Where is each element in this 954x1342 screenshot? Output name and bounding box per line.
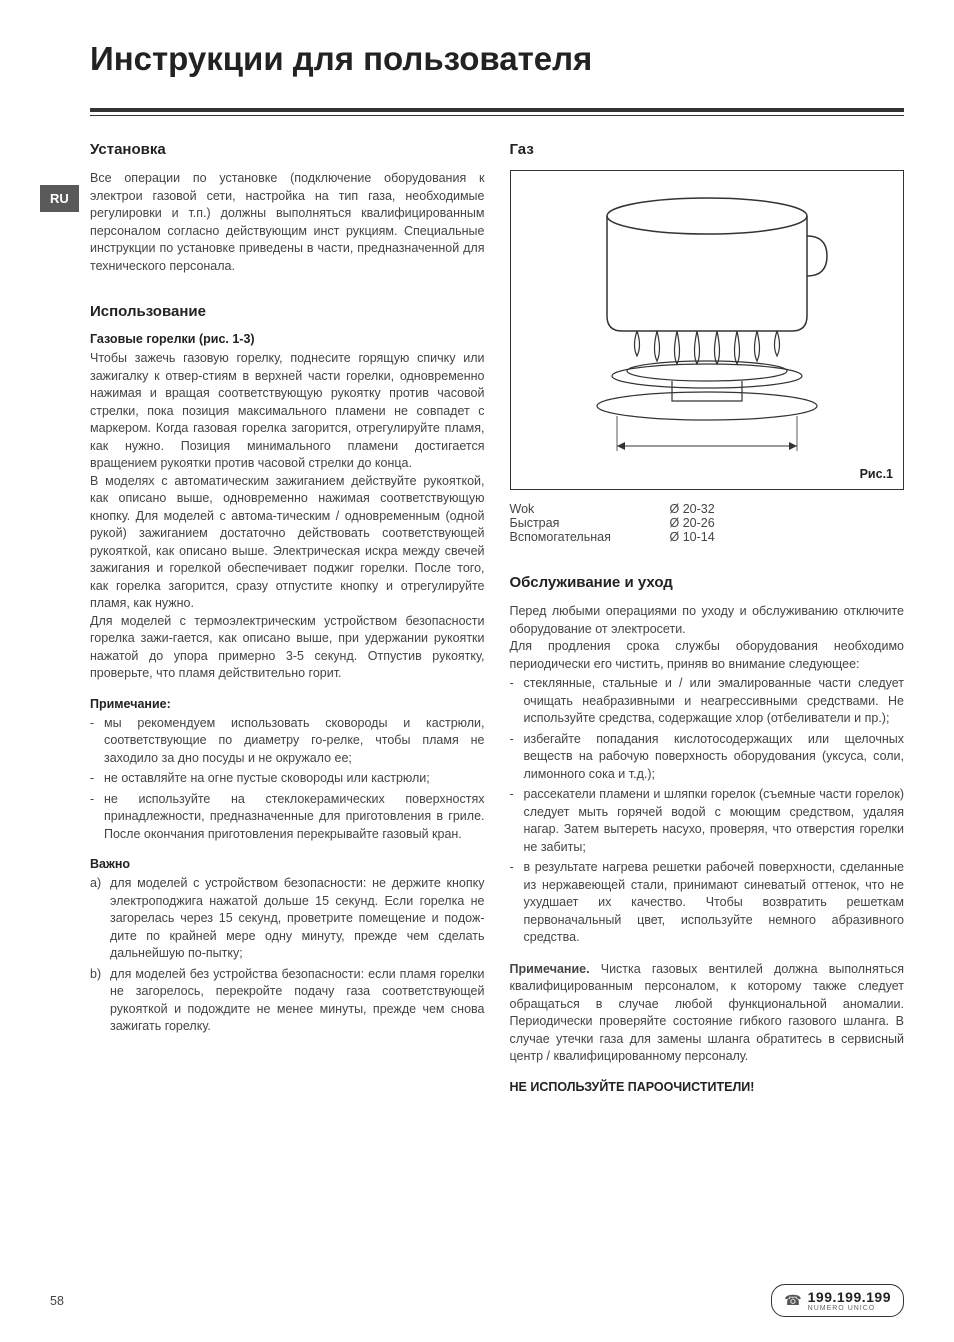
note-heading: Примечание:: [90, 697, 485, 711]
table-row: Быстрая Ø 20-26: [510, 516, 905, 530]
spec-value: Ø 10-14: [670, 530, 750, 544]
list-text: не используйте на стеклокерамических пов…: [104, 791, 485, 844]
spec-value: Ø 20-32: [670, 502, 750, 516]
spec-label: Вспомогательная: [510, 530, 670, 544]
spec-label: Wok: [510, 502, 670, 516]
list-marker: a): [90, 875, 110, 963]
usage-p2: В моделях с автоматическим зажиганием де…: [90, 473, 485, 613]
list-item: - избегайте попадания кислотосодержащих …: [510, 731, 905, 784]
list-text: в результате нагрева решетки рабочей пов…: [524, 859, 905, 947]
burner-spec-table: Wok Ø 20-32 Быстрая Ø 20-26 Вспомогатель…: [510, 502, 905, 544]
steam-cleaner-warning: НЕ ИСПОЛЬЗУЙТЕ ПАРООЧИСТИТЕЛИ!: [510, 1080, 905, 1094]
phone-number: 199.199.199: [808, 1289, 891, 1305]
list-text: мы рекомендуем использовать сковороды и …: [104, 715, 485, 768]
list-item: - мы рекомендуем использовать сковороды …: [90, 715, 485, 768]
bullet-marker: -: [510, 675, 524, 728]
installation-text: Все операции по установке (подключение о…: [90, 170, 485, 275]
bullet-marker: -: [510, 731, 524, 784]
important-heading: Важно: [90, 857, 485, 871]
list-text: рассекатели пламени и шляпки горелок (съ…: [524, 786, 905, 856]
figure-1-box: Рис.1: [510, 170, 905, 490]
language-badge: RU: [40, 185, 79, 212]
list-item: b) для моделей без устройства безопаснос…: [90, 966, 485, 1036]
list-text: для моделей с устройством безопасности: …: [110, 875, 485, 963]
page-footer: 58 ☎ 199.199.199 NUMERO UNICO: [50, 1284, 904, 1317]
figure-label: Рис.1: [860, 467, 893, 481]
maintenance-heading: Обслуживание и уход: [510, 574, 905, 591]
list-text: не оставляйте на огне пустые сковороды и…: [104, 770, 485, 788]
list-text: избегайте попадания кислотосодержащих ил…: [524, 731, 905, 784]
maintenance-list: - стеклянные, стальные и / или эмалирова…: [510, 675, 905, 947]
title-rule-thin: [90, 115, 904, 116]
support-phone-box: ☎ 199.199.199 NUMERO UNICO: [771, 1284, 904, 1317]
list-marker: b): [90, 966, 110, 1036]
note-label: Примечание.: [510, 962, 590, 976]
usage-heading: Использование: [90, 303, 485, 320]
list-item: - не используйте на стеклокерамических п…: [90, 791, 485, 844]
note-text: Чистка газовых вентилей должна выполнять…: [510, 962, 905, 1064]
list-item: - не оставляйте на огне пустые сковороды…: [90, 770, 485, 788]
bullet-marker: -: [510, 859, 524, 947]
bullet-marker: -: [90, 791, 104, 844]
burner-diagram: [577, 186, 837, 476]
list-item: - стеклянные, стальные и / или эмалирова…: [510, 675, 905, 728]
table-row: Wok Ø 20-32: [510, 502, 905, 516]
page-title: Инструкции для пользователя: [90, 40, 904, 78]
right-column: Газ: [510, 141, 905, 1094]
list-text: стеклянные, стальные и / или эмалированн…: [524, 675, 905, 728]
usage-p3: Для моделей с термоэлектрическим устройс…: [90, 613, 485, 683]
bullet-marker: -: [90, 770, 104, 788]
spec-label: Быстрая: [510, 516, 670, 530]
bullet-marker: -: [510, 786, 524, 856]
phone-subtitle: NUMERO UNICO: [808, 1305, 891, 1312]
important-list: a) для моделей с устройством безопасност…: [90, 875, 485, 1036]
maintenance-p1: Перед любыми операциями по уходу и обслу…: [510, 603, 905, 638]
list-item: - рассекатели пламени и шляпки горелок (…: [510, 786, 905, 856]
left-column: Установка Все операции по установке (под…: [90, 141, 485, 1094]
gas-heading: Газ: [510, 141, 905, 158]
list-text: для моделей без устройства безопасности:…: [110, 966, 485, 1036]
installation-heading: Установка: [90, 141, 485, 158]
note-list: - мы рекомендуем использовать сковороды …: [90, 715, 485, 844]
table-row: Вспомогательная Ø 10-14: [510, 530, 905, 544]
phone-icon: ☎: [784, 1292, 801, 1309]
title-rule-thick: [90, 108, 904, 112]
maintenance-p2: Для продления срока службы оборудования …: [510, 638, 905, 673]
spec-value: Ø 20-26: [670, 516, 750, 530]
bullet-marker: -: [90, 715, 104, 768]
list-item: a) для моделей с устройством безопасност…: [90, 875, 485, 963]
usage-p1: Чтобы зажечь газовую горелку, поднесите …: [90, 350, 485, 473]
page-number: 58: [50, 1294, 64, 1308]
maintenance-note: Примечание. Чистка газовых вентилей долж…: [510, 961, 905, 1066]
list-item: - в результате нагрева решетки рабочей п…: [510, 859, 905, 947]
burners-subheading: Газовые горелки (рис. 1-3): [90, 332, 485, 346]
content-columns: Установка Все операции по установке (под…: [90, 141, 904, 1094]
